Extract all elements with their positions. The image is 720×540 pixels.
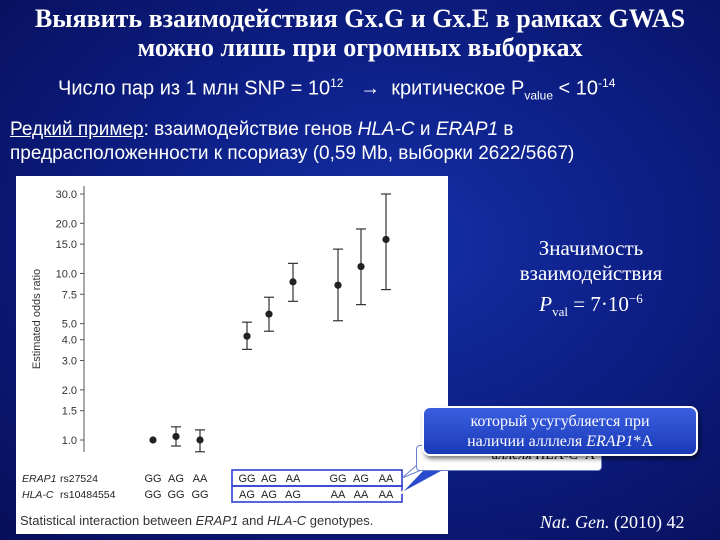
erap1-allele-callout: который усугубляется при наличии алллеля…	[422, 406, 698, 456]
rare-example-text: Редкий пример: взаимодействие генов HLA-…	[10, 118, 710, 166]
genotype-hla-c: AA	[354, 489, 369, 501]
title-line-2: можно лишь при огромных выборках	[137, 33, 583, 62]
genotype-erap1: AG	[353, 473, 369, 485]
genotype-erap1: AG	[261, 473, 277, 485]
interaction-significance: Значимость взаимодействия Pval = 7·10−6	[486, 236, 696, 324]
genotype-erap1: AG	[168, 473, 184, 485]
y-tick-label: 1.5	[62, 406, 77, 418]
y-tick-label: 30.0	[56, 189, 77, 201]
hla-c-highlight-box	[231, 485, 403, 503]
odds-ratio-point	[149, 436, 157, 444]
odds-ratio-point	[289, 278, 297, 286]
p-exponent: −6	[628, 291, 643, 306]
critical-p-subscript: value	[524, 88, 553, 103]
callout-line-2: наличии алллеля ERAP1*A	[424, 432, 696, 452]
genotype-hla-c: AG	[261, 489, 277, 501]
erap1-highlight-box	[231, 469, 403, 487]
odds-ratio-point	[243, 332, 251, 340]
odds-ratio-point	[357, 262, 365, 271]
y-tick-label: 15.0	[56, 239, 77, 251]
critical-p-threshold: < 10	[553, 77, 599, 100]
genotype-hla-c: GG	[144, 489, 161, 501]
p-value-text: = 7·10	[568, 292, 629, 316]
rare-example-label: Редкий пример	[10, 119, 144, 140]
p-label: P	[539, 292, 553, 316]
critical-p-exponent: -14	[598, 76, 616, 90]
y-tick-label: 4.0	[62, 335, 77, 347]
genotype-erap1: GG	[329, 473, 346, 485]
y-tick-label: 20.0	[56, 218, 77, 230]
y-axis-label: Estimated odds ratio	[31, 269, 43, 369]
caption-gene-2: HLA-C	[267, 513, 307, 528]
odds-ratio-point	[265, 310, 273, 318]
odds-ratio-chart: 1.0 1.5 2.0 3.0 4.0 5.0 7.5 10.0 15.0 20.0 30.0 Est…	[22, 186, 403, 503]
y-tick-label: 3.0	[62, 356, 77, 368]
genotype-hla-c: AA	[379, 489, 394, 501]
significance-line-2: взаимодействия	[519, 261, 663, 285]
significance-line-1: Значимость	[538, 236, 644, 260]
odds-ratio-point	[334, 281, 342, 289]
row-gene-erap1: ERAP1	[22, 473, 56, 485]
rare-example-part1: : взаимодействие генов	[143, 119, 358, 140]
snp-pairs-text: Число пар из 1 млн SNP = 10	[58, 77, 331, 100]
rare-example-part2: в предрасположенности к псориазу (0,59 M…	[10, 119, 575, 164]
callout-line-2-pre: наличии алллеля	[467, 433, 587, 450]
y-tick-label: 5.0	[62, 319, 77, 331]
significance-p-value: Pval = 7·10−6	[486, 286, 696, 324]
genotype-hla-c: AG	[285, 489, 301, 501]
snp-pairs-statement: Число пар из 1 млн SNP = 1012 → критичес…	[58, 76, 698, 103]
citation-journal: Nat. Gen.	[540, 512, 610, 532]
y-tick-label: 1.0	[62, 435, 77, 447]
odds-ratio-figure: 1.0 1.5 2.0 3.0 4.0 5.0 7.5 10.0 15.0 20.0 30.0 Est…	[16, 176, 448, 534]
callout-line-2-post: *A	[633, 433, 653, 450]
caption-gene-1: ERAP1	[195, 513, 239, 528]
implies-arrow-icon: →	[360, 77, 381, 100]
y-tick-label: 7.5	[62, 289, 77, 301]
slide-title: Выявить взаимодействия Gx.G и Gx.E в рам…	[10, 4, 710, 62]
title-line-1: Выявить взаимодействия Gx.G и Gx.E в рам…	[34, 4, 686, 33]
gene-hla-c: HLA-C	[357, 119, 415, 140]
critical-p-text: критическое P	[391, 77, 525, 100]
callout-line-1: который усугубляется при	[470, 413, 650, 430]
genotype-erap1: AA	[286, 473, 301, 485]
odds-ratio-point	[196, 436, 204, 444]
y-tick-label: 2.0	[62, 385, 77, 397]
genotype-hla-c: AG	[239, 489, 255, 501]
genotype-erap1: GG	[144, 473, 161, 485]
genotype-erap1: GG	[238, 473, 255, 485]
callout-gene: ERAP1	[586, 433, 634, 450]
rare-example-and: и	[414, 119, 436, 140]
caption-mid: and	[238, 513, 268, 528]
row-snp-erap1: rs27524	[60, 473, 98, 485]
citation: Nat. Gen. (2010) 42	[540, 512, 685, 533]
citation-volume: (2010) 42	[609, 512, 685, 532]
figure-caption: Statistical interaction between ERAP1 an…	[20, 513, 448, 533]
genotype-hla-c: AA	[331, 489, 346, 501]
row-snp-hla-c: rs10484554	[60, 489, 116, 501]
genotype-hla-c: GG	[191, 489, 208, 501]
genotype-hla-c: GG	[167, 489, 184, 501]
caption-pre: Statistical interaction between	[20, 513, 196, 528]
y-tick-label: 10.0	[56, 268, 77, 280]
genotype-erap1: AA	[379, 473, 394, 485]
odds-ratio-point	[172, 432, 180, 441]
genotype-erap1: AA	[193, 473, 208, 485]
row-gene-hla-c: HLA-C	[22, 489, 54, 501]
odds-ratio-point	[382, 235, 390, 244]
gene-erap1: ERAP1	[435, 119, 499, 140]
p-subscript: val	[552, 304, 569, 320]
caption-post: genotypes.	[306, 513, 374, 528]
snp-pairs-exponent: 12	[330, 76, 344, 90]
